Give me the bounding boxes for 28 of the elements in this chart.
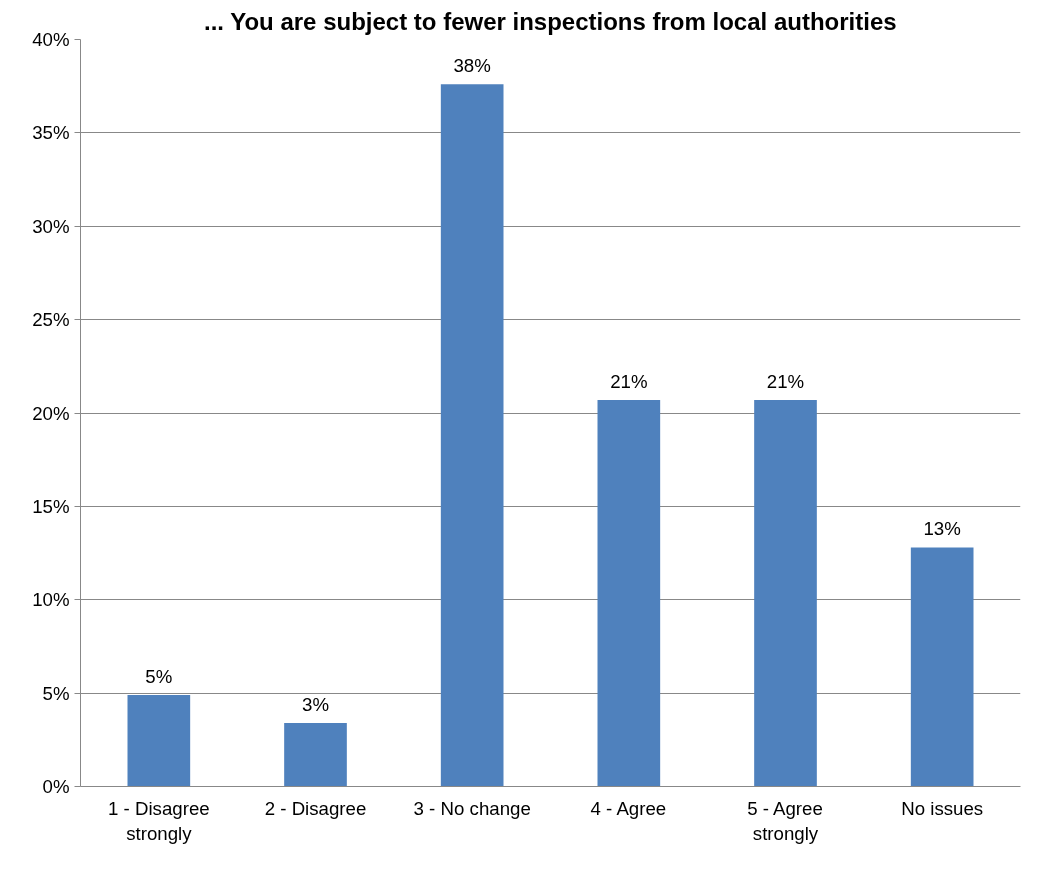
x-tick-label: 4 - Agree (590, 797, 667, 819)
x-tick-label: 3 - No change (413, 797, 531, 819)
y-tick-label: 40% (32, 29, 70, 50)
data-label: 38% (453, 55, 491, 77)
bar (284, 723, 347, 787)
y-tick-label: 15% (32, 495, 70, 517)
bar (440, 84, 504, 787)
chart-title: ... You are subject to fewer inspections from local authorities (203, 7, 897, 35)
x-tick-label: 1 - Disagree strongly (108, 797, 210, 844)
y-tick-label: 0% (42, 776, 70, 797)
bar (910, 547, 974, 787)
y-tick-label: 20% (32, 402, 70, 424)
y-tick-label: 5% (42, 682, 70, 704)
y-tick-label: 35% (32, 122, 70, 144)
data-label: 5% (145, 665, 173, 687)
data-label: 21% (766, 370, 805, 392)
y-tick-label: 25% (32, 309, 70, 331)
x-tick-label: No issues (901, 797, 984, 819)
bar (127, 694, 191, 787)
x-tick-label: 2 - Disagree (264, 797, 367, 819)
data-label: 21% (610, 370, 648, 392)
data-label: 3% (302, 694, 329, 716)
y-tick-label: 10% (32, 589, 70, 611)
y-tick-label: 30% (32, 215, 70, 237)
bar (754, 399, 817, 787)
bar (597, 399, 661, 787)
data-label: 13% (923, 518, 961, 540)
x-tick-label: 5 - Agree strongly (747, 797, 823, 844)
